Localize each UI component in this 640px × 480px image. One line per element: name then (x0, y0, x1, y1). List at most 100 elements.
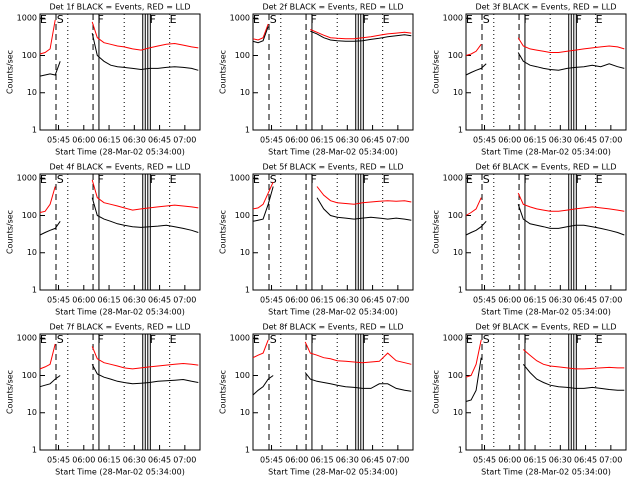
y-tick-label: 1000 (17, 334, 37, 343)
data-line (39, 343, 199, 370)
x-tick-label: 06:15 (311, 456, 334, 465)
x-tick-label: 06:00 (72, 136, 95, 145)
y-tick-label: 1 (245, 286, 250, 295)
x-tick-label: 06:00 (285, 296, 308, 305)
x-tick-label: 06:45 (574, 296, 597, 305)
plot-frame (252, 13, 414, 131)
panel: Det 8f BLACK = Events, RED = LLD Counts/s… (219, 323, 414, 477)
plot-frame (465, 13, 627, 131)
data-line (39, 197, 199, 236)
y-tick-label: 10 (27, 88, 37, 97)
data-line (39, 179, 199, 213)
data-line (465, 52, 625, 76)
y-axis-label: Counts/sec (219, 50, 228, 94)
y-tick-label: 10 (27, 248, 37, 257)
y-tick-label: 10 (453, 88, 463, 97)
phase-label: S (57, 13, 64, 26)
y-tick-label: 1 (458, 286, 463, 295)
y-tick-label: 1000 (230, 334, 250, 343)
x-tick-label: 06:15 (524, 456, 547, 465)
data-line (465, 192, 625, 216)
x-tick-label: 06:15 (311, 136, 334, 145)
panel: Det 4f BLACK = Events, RED = LLD Counts/s… (6, 163, 201, 317)
phase-label: S (483, 333, 490, 346)
data-line (465, 37, 625, 56)
x-tick-label: 06:15 (524, 136, 547, 145)
y-tick-label: 1000 (230, 174, 250, 183)
phase-label: F (576, 173, 582, 186)
y-tick-label: 1000 (443, 14, 463, 23)
y-tick-label: 1000 (17, 174, 37, 183)
x-tick-label: 06:45 (148, 136, 171, 145)
y-axis-label: Counts/sec (219, 210, 228, 254)
y-tick-label: 1000 (443, 174, 463, 183)
phase-label: S (483, 173, 490, 186)
panel: Det 2f BLACK = Events, RED = LLD Counts/s… (219, 3, 414, 157)
x-tick-label: 06:00 (498, 456, 521, 465)
panel: Det 9f BLACK = Events, RED = LLD Counts/s… (432, 323, 627, 477)
phase-label: F (97, 173, 103, 186)
plot-frame (465, 173, 627, 291)
panel-title: Det 2f BLACK = Events, RED = LLD (262, 3, 403, 12)
y-tick-label: 10 (240, 88, 250, 97)
x-axis-label: Start Time (28-Mar-02 05:34:00) (55, 148, 185, 157)
data-line (465, 357, 625, 402)
phase-label: E (383, 173, 390, 186)
x-tick-label: 06:30 (123, 456, 146, 465)
phase-label: F (576, 13, 582, 26)
x-tick-label: 06:00 (498, 296, 521, 305)
phase-label: F (363, 13, 369, 26)
x-tick-label: 07:00 (173, 296, 196, 305)
panel-title: Det 9f BLACK = Events, RED = LLD (475, 323, 616, 332)
x-tick-label: 05:45 (473, 296, 496, 305)
phase-label: E (170, 333, 177, 346)
phase-label: S (270, 333, 277, 346)
phase-label: F (363, 173, 369, 186)
y-tick-label: 100 (448, 371, 463, 380)
y-tick-label: 1 (245, 126, 250, 135)
x-tick-label: 06:30 (123, 296, 146, 305)
phase-label: E (170, 13, 177, 26)
phase-label: E (253, 173, 260, 186)
phase-label: E (40, 13, 47, 26)
y-tick-label: 10 (240, 248, 250, 257)
x-tick-label: 07:00 (599, 296, 622, 305)
x-tick-label: 06:30 (549, 136, 572, 145)
x-tick-label: 07:00 (599, 456, 622, 465)
data-line (465, 204, 625, 236)
plot-frame (465, 333, 627, 451)
x-tick-label: 05:45 (47, 136, 70, 145)
y-axis-label: Counts/sec (432, 210, 441, 254)
x-tick-label: 06:30 (336, 296, 359, 305)
x-axis-label: Start Time (28-Mar-02 05:34:00) (268, 148, 398, 157)
x-tick-label: 06:00 (498, 136, 521, 145)
y-tick-label: 1 (245, 446, 250, 455)
y-axis-label: Counts/sec (6, 50, 15, 94)
x-tick-label: 06:30 (549, 456, 572, 465)
panel: Det 5f BLACK = Events, RED = LLD Counts/s… (219, 163, 414, 317)
y-tick-label: 1 (32, 446, 37, 455)
phase-label: F (523, 173, 529, 186)
y-tick-label: 100 (22, 371, 37, 380)
y-tick-label: 1 (458, 126, 463, 135)
panel: Det 7f BLACK = Events, RED = LLD Counts/s… (6, 323, 201, 477)
phase-label: S (57, 333, 64, 346)
x-tick-label: 05:45 (473, 456, 496, 465)
y-tick-label: 100 (235, 371, 250, 380)
x-axis-label: Start Time (28-Mar-02 05:34:00) (481, 308, 611, 317)
phase-label: F (150, 333, 156, 346)
data-line (465, 339, 625, 378)
phase-label: F (310, 173, 316, 186)
y-tick-label: 10 (240, 408, 250, 417)
x-tick-label: 06:00 (285, 456, 308, 465)
phase-label: S (483, 13, 490, 26)
y-tick-label: 1 (458, 446, 463, 455)
phase-label: F (523, 13, 529, 26)
phase-label: S (270, 173, 277, 186)
x-tick-label: 06:30 (336, 456, 359, 465)
x-tick-label: 05:45 (260, 296, 283, 305)
data-line (252, 372, 412, 396)
panel: Det 6f BLACK = Events, RED = LLD Counts/s… (432, 163, 627, 317)
data-line (252, 181, 412, 210)
